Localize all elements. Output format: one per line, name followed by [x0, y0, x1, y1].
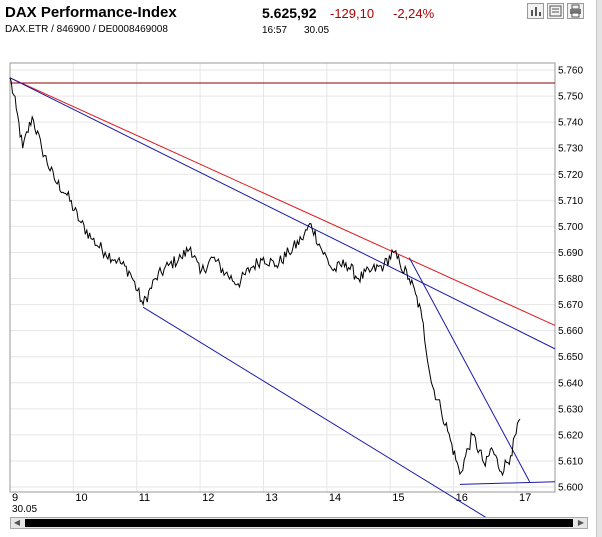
window-edge — [596, 0, 602, 537]
trend-line — [408, 257, 531, 483]
trend-line — [142, 306, 505, 530]
x-tick-label: 12 — [202, 492, 214, 504]
quote-date: 30.05 — [304, 25, 330, 36]
y-tick-label: 5.700 — [558, 222, 583, 233]
x-tick-label: 17 — [519, 492, 531, 504]
chart-grid — [9, 63, 555, 492]
price-change-percent: -2,24% — [393, 6, 435, 21]
x-tick-label: 11 — [139, 492, 150, 504]
y-tick-label: 5.690 — [558, 248, 583, 259]
print-icon[interactable] — [567, 3, 584, 19]
bar-chart-icon[interactable] — [527, 3, 544, 19]
index-title: DAX Performance-Index — [5, 4, 177, 21]
y-tick-label: 5.660 — [558, 326, 583, 337]
x-tick-label: 15 — [392, 492, 404, 504]
index-identifiers: DAX.ETR / 846900 / DE0008469008 — [5, 24, 168, 35]
chart-scrollbar[interactable]: ◀ ▶ — [10, 517, 588, 529]
quote-time: 16:57 — [262, 25, 288, 36]
trend-lines — [9, 77, 556, 530]
trend-line — [9, 77, 556, 350]
y-tick-label: 5.750 — [558, 92, 583, 103]
y-tick-label: 5.680 — [558, 274, 583, 285]
y-tick-label: 5.760 — [558, 66, 583, 77]
y-tick-label: 5.620 — [558, 430, 583, 441]
y-tick-label: 5.610 — [558, 456, 583, 467]
x-tick-label: 9 — [12, 492, 18, 504]
x-tick-label: 13 — [265, 492, 277, 504]
last-price: 5.625,92 — [262, 5, 317, 21]
price-series-line — [9, 77, 521, 477]
scroll-right-icon[interactable]: ▶ — [577, 518, 585, 527]
news-icon[interactable] — [547, 3, 564, 19]
plot-frame — [9, 62, 556, 493]
axis-ticks: 5.760 5.750 5.740 5.730 5.720 5.710 5.700 5.690… — [12, 66, 583, 516]
x-date-label: 30.05 — [12, 504, 37, 515]
y-tick-label: 5.740 — [558, 118, 583, 129]
y-tick-label: 5.670 — [558, 300, 583, 311]
y-tick-label: 5.710 — [558, 196, 583, 207]
x-tick-label: 10 — [75, 492, 87, 504]
trend-line — [459, 481, 556, 485]
x-tick-label: 14 — [329, 492, 341, 504]
y-tick-label: 5.600 — [558, 483, 583, 494]
price-change: -129,10 — [330, 6, 375, 21]
y-tick-label: 5.640 — [558, 378, 583, 389]
trend-line — [9, 77, 556, 326]
y-tick-label: 5.650 — [558, 352, 583, 363]
scroll-left-icon[interactable]: ◀ — [13, 518, 21, 527]
y-tick-label: 5.720 — [558, 170, 583, 181]
y-tick-label: 5.730 — [558, 144, 583, 155]
quote-header: DAX Performance-Index DAX.ETR / 846900 /… — [0, 0, 602, 40]
y-tick-label: 5.630 — [558, 404, 583, 415]
scroll-thumb[interactable] — [25, 519, 573, 527]
